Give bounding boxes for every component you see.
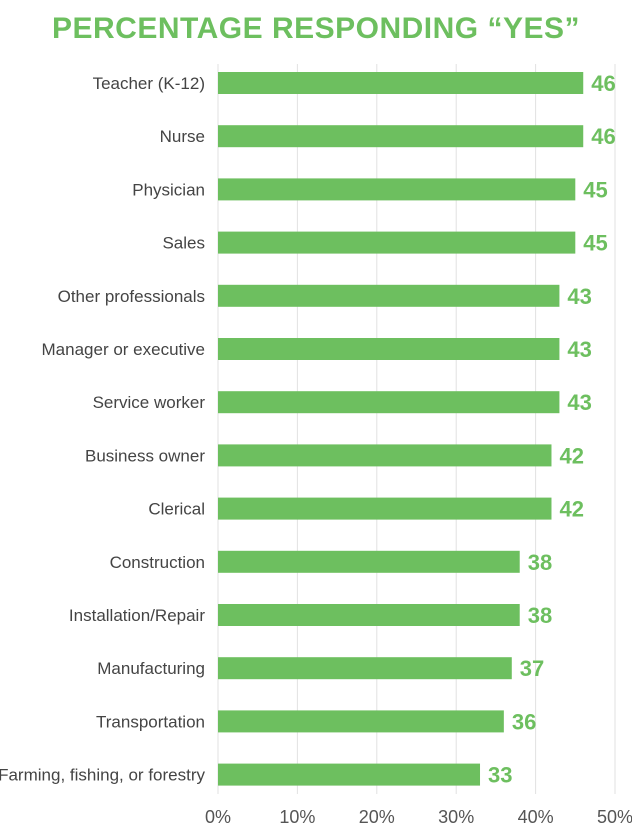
x-axis-ticks: 0% 10% 20% 30% 40% 50% [205, 807, 632, 827]
value-label: 43 [567, 390, 591, 415]
category-label: Nurse [160, 127, 205, 146]
gridlines [217, 64, 616, 794]
bar [218, 763, 481, 786]
value-label: 36 [512, 709, 536, 734]
x-tick-label: 0% [205, 807, 231, 827]
bar [218, 604, 520, 626]
category-label: Service worker [93, 393, 206, 412]
bar [218, 178, 576, 201]
value-labels: 46 46 45 45 43 43 43 42 42 38 38 37 36 33 [488, 71, 616, 788]
bar [218, 550, 520, 573]
bar [218, 125, 584, 148]
value-label: 42 [559, 443, 583, 468]
category-label: Installation/Repair [69, 606, 205, 625]
bar [218, 284, 560, 307]
category-label: Sales [162, 234, 205, 253]
x-tick-label: 20% [359, 807, 395, 827]
category-label: Farming, fishing, or forestry [0, 766, 205, 785]
category-label: Other professionals [58, 287, 205, 306]
chart-title: PERCENTAGE RESPONDING “YES” [52, 12, 580, 45]
value-label: 45 [583, 231, 607, 256]
value-label: 42 [559, 497, 583, 522]
value-label: 33 [488, 763, 512, 788]
x-tick-label: 50% [597, 807, 632, 827]
category-label: Construction [110, 553, 205, 572]
category-label: Teacher (K-12) [93, 74, 205, 93]
value-label: 38 [528, 603, 552, 628]
value-label: 46 [591, 71, 615, 96]
bar [218, 338, 560, 360]
bar [218, 72, 584, 94]
bar [218, 391, 560, 414]
bar [218, 231, 576, 254]
bar [218, 497, 552, 520]
category-label: Business owner [85, 446, 205, 465]
bar [218, 444, 552, 467]
category-label: Physician [132, 180, 205, 199]
value-label: 43 [567, 284, 591, 309]
bar [218, 657, 512, 680]
category-label: Clerical [148, 500, 205, 519]
bar [218, 710, 504, 733]
value-label: 46 [591, 124, 615, 149]
x-tick-label: 30% [438, 807, 474, 827]
bars [218, 72, 584, 786]
value-label: 38 [528, 550, 552, 575]
category-label: Manager or executive [42, 340, 205, 359]
value-label: 43 [567, 337, 591, 362]
value-label: 45 [583, 177, 607, 202]
value-label: 37 [520, 656, 544, 681]
category-label: Transportation [96, 712, 205, 731]
category-label: Manufacturing [97, 659, 205, 678]
x-tick-label: 10% [279, 807, 315, 827]
category-labels: Teacher (K-12) Nurse Physician Sales Other p… [0, 74, 205, 785]
x-tick-label: 40% [518, 807, 554, 827]
